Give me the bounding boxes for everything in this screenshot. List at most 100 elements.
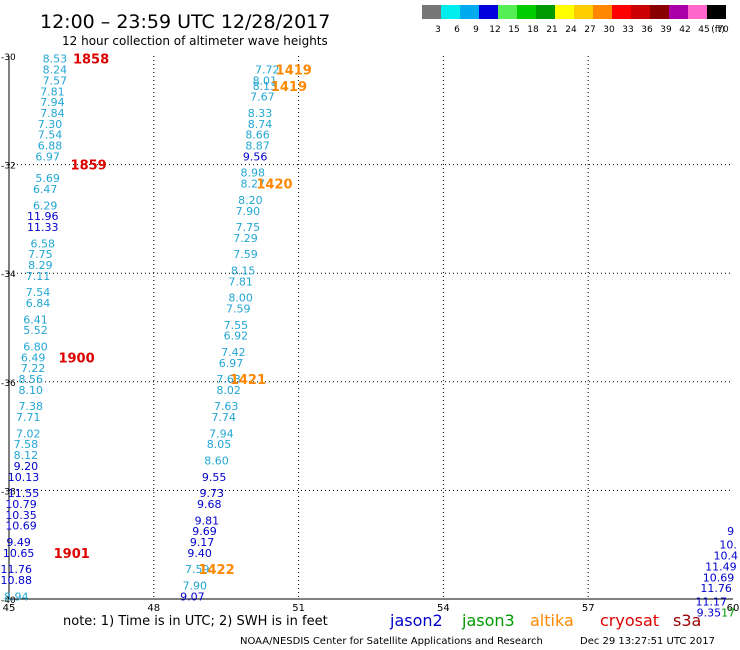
wave-height-value: 7.63 (216, 373, 241, 386)
colorbar-swatch (479, 5, 498, 19)
colorbar-label: 39 (660, 25, 672, 35)
colorbar-label: 21 (546, 25, 557, 35)
x-tick-labels: 45 48 51 54 57 60 (3, 603, 740, 614)
wave-height-value: 8.15 (231, 264, 256, 277)
colorbar-label: 45 (698, 25, 709, 35)
colorbar-label: 18 (527, 25, 539, 35)
footer-timestamp: Dec 29 13:27:51 UTC 2017 (580, 636, 715, 647)
colorbar-label: 27 (584, 25, 595, 35)
wave-height-value: 7.59 (185, 563, 210, 576)
wave-height-value: 7.67 (250, 91, 275, 104)
colorbar-label: 30 (603, 25, 615, 35)
colorbar-swatch (669, 5, 688, 19)
colorbar-label: 36 (641, 25, 653, 35)
wave-height-value: 8.60 (204, 455, 229, 468)
legend-s3a: s3a (673, 611, 701, 630)
footer-note: note: 1) Time is in UTC; 2) SWH is in fe… (63, 614, 328, 629)
legend-altika: altika (530, 611, 574, 630)
wave-height-value: 9.81 (195, 514, 220, 527)
colorbar-unit: (ft) (711, 25, 725, 35)
colorbar-swatch (498, 5, 517, 19)
pass-time-label: 1420 (256, 178, 292, 193)
pass-time-label: 1422 (198, 563, 234, 578)
wave-height-value: 8.74 (248, 118, 273, 131)
wave-height-value: 8.87 (245, 140, 270, 153)
wave-height-value: 11.49 (705, 560, 737, 573)
wave-height-value: 10.69 (703, 571, 735, 584)
wave-height-value: 6.92 (224, 330, 249, 343)
colorbar-label: 6 (454, 25, 460, 35)
wave-height-value: 7.22 (21, 362, 46, 375)
wave-height-value: 8.20 (238, 194, 263, 207)
wave-height-value: 7.90 (183, 579, 208, 592)
wave-height-value: 6.80 (23, 341, 48, 354)
wave-height-value: 7.59 (233, 248, 258, 261)
wave-height-value: 8.53 (43, 53, 68, 66)
wave-height-value: 7.72 (255, 64, 280, 77)
wave-height-value: 9.20 (14, 460, 39, 473)
wave-height-value: 8.02 (216, 384, 241, 397)
wave-height-value: 10.88 (0, 574, 32, 587)
x-tick-label: 54 (437, 603, 450, 614)
y-tick-label: -30 (1, 53, 16, 63)
wave-height-value: 11.96 (27, 210, 59, 223)
plot-area: 45 48 51 54 57 60 -30 -32 -34 -36 -38 -40 8.538.24… (0, 53, 739, 620)
x-tick-label: 51 (292, 603, 305, 614)
wave-height-value: 6.49 (21, 351, 46, 364)
wave-height-value: 8.10 (18, 384, 43, 397)
wave-height-value: 11.76 (0, 563, 32, 576)
wave-height-value: 11.17 (696, 596, 728, 609)
wave-height-value: 6.41 (23, 313, 48, 326)
colorbar-swatch (688, 5, 707, 19)
wave-height-value: 7.94 (209, 427, 234, 440)
wave-height-value: 9 (727, 525, 734, 538)
wave-height-value: 7.38 (18, 400, 43, 413)
pass-time-label: 1900 (58, 351, 94, 366)
wave-height-value: 6.97 (35, 150, 60, 163)
wave-height-value: 8.94 (4, 590, 29, 603)
wave-height-value: 10.65 (3, 547, 35, 560)
wave-height-value: 6.88 (38, 140, 63, 153)
colorbar-label: 12 (489, 25, 500, 35)
wave-height-value: 9.07 (180, 590, 205, 603)
wave-height-value: 8.66 (245, 129, 270, 142)
wave-height-value: 8.27 (240, 178, 265, 191)
wave-height-value: 7.71 (16, 411, 41, 424)
wave-height-value: 9.69 (192, 525, 217, 538)
footer-credit: NOAA/NESDIS Center for Satellite Applica… (240, 636, 543, 647)
wave-height-value: 7.81 (40, 85, 65, 98)
colorbar-swatch (517, 5, 536, 19)
wave-height-value: 7.75 (28, 248, 53, 261)
wave-height-value: 10.4 (714, 550, 739, 563)
wave-height-value: 9.40 (187, 547, 212, 560)
wave-height-value: 7.02 (16, 427, 41, 440)
wave-height-value: 9.17 (190, 536, 215, 549)
wave-height-value: 7.42 (221, 346, 246, 359)
chart-subtitle: 12 hour collection of altimeter wave hei… (62, 34, 328, 48)
wave-height-value: 7.54 (38, 129, 63, 142)
x-tick-label: 57 (582, 603, 595, 614)
colorbar-swatch (460, 5, 479, 19)
pass-time-label: 1858 (73, 53, 109, 68)
wave-height-value: 8.01 (253, 74, 278, 87)
colorbar-label: 3 (435, 25, 441, 35)
wave-height-value: 8.56 (18, 373, 43, 386)
gridlines (9, 56, 733, 599)
wave-height-value: 5.69 (35, 172, 60, 185)
wave-height-value: 7.58 (14, 438, 39, 451)
wave-height-value: 10.13 (8, 471, 40, 484)
wave-height-value: 7.81 (228, 275, 253, 288)
y-tick-label: -34 (1, 270, 16, 280)
wave-height-value: 7.75 (236, 221, 261, 234)
wave-height-value: 7.59 (226, 302, 251, 315)
wave-height-value: 7.74 (212, 411, 237, 424)
colorbar-label: 42 (679, 25, 690, 35)
wave-height-value: 7.90 (236, 205, 261, 218)
pass-time-label: 1859 (71, 159, 107, 174)
wave-height-value: 5.52 (23, 324, 48, 337)
y-tick-label: -36 (1, 379, 16, 389)
legend-cryosat: cryosat (600, 611, 659, 630)
wave-height-value: 7.54 (26, 286, 51, 299)
